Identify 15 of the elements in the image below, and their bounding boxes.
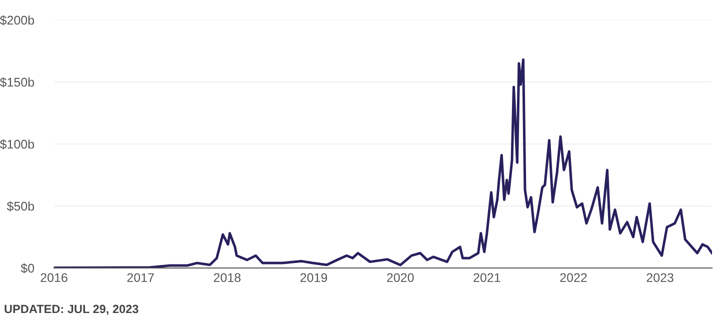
y-tick-label: $100b <box>0 139 34 150</box>
y-tick-label: $200b <box>0 15 34 26</box>
x-tick-label: 2023 <box>646 273 674 282</box>
x-tick-label: 2016 <box>40 273 68 282</box>
x-tick-label: 2020 <box>387 273 414 282</box>
x-tick-label: 2019 <box>300 273 328 282</box>
x-tick-label: 2018 <box>214 273 241 282</box>
x-tick-label: 2022 <box>560 273 587 282</box>
y-tick-label: $50b <box>6 201 34 212</box>
x-tick-label: 2017 <box>127 273 154 282</box>
line-series <box>54 58 712 268</box>
x-tick-label: 2021 <box>474 273 500 282</box>
y-tick-label: $0 <box>20 263 34 274</box>
text: UPDATED: JUL 29, 2023 <box>4 304 138 315</box>
y-tick-label: $150b <box>0 77 34 88</box>
